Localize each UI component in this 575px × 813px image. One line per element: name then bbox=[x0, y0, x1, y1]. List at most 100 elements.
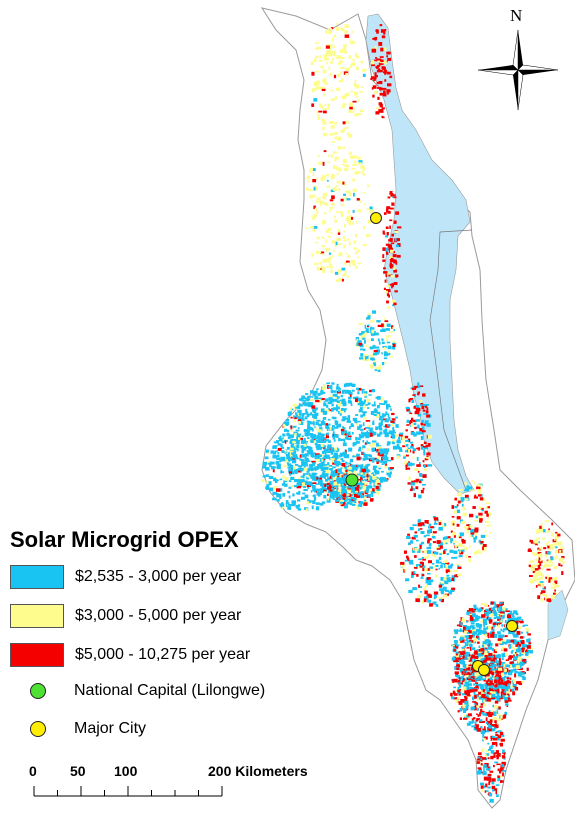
opex-cell bbox=[288, 486, 292, 489]
opex-cell bbox=[327, 30, 332, 34]
opex-cell bbox=[287, 411, 292, 416]
opex-cell bbox=[272, 445, 278, 448]
opex-cell bbox=[353, 192, 355, 197]
opex-cell bbox=[555, 534, 558, 537]
opex-cell bbox=[355, 251, 358, 255]
opex-cell bbox=[280, 438, 283, 442]
opex-cell bbox=[489, 722, 492, 727]
opex-cell bbox=[339, 168, 341, 172]
opex-cell bbox=[502, 693, 507, 696]
opex-cell bbox=[307, 426, 311, 430]
opex-cell bbox=[464, 696, 467, 698]
opex-cell bbox=[348, 55, 352, 59]
opex-cell bbox=[272, 491, 277, 495]
opex-cell bbox=[460, 660, 466, 665]
opex-cell bbox=[316, 250, 320, 254]
opex-cell bbox=[409, 526, 414, 531]
opex-cell bbox=[349, 458, 354, 463]
opex-cell bbox=[295, 412, 299, 415]
opex-cell bbox=[332, 497, 335, 501]
opex-cell bbox=[458, 542, 463, 547]
opex-cell bbox=[346, 495, 349, 498]
opex-cell bbox=[295, 414, 299, 418]
opex-cell bbox=[319, 462, 322, 467]
opex-cell bbox=[358, 342, 363, 346]
opex-cell bbox=[355, 66, 359, 71]
opex-cell bbox=[485, 662, 489, 666]
opex-cell bbox=[306, 470, 310, 473]
opex-cell bbox=[338, 423, 341, 428]
opex-cell bbox=[386, 55, 388, 58]
opex-cell bbox=[511, 617, 516, 621]
opex-cell bbox=[539, 562, 542, 566]
opex-cell bbox=[476, 657, 481, 660]
opex-cell bbox=[384, 279, 387, 283]
opex-cell bbox=[289, 464, 294, 468]
opex-cell bbox=[390, 242, 395, 245]
opex-cell bbox=[303, 465, 306, 469]
opex-cell bbox=[489, 798, 494, 803]
opex-cell bbox=[392, 254, 397, 258]
opex-cell bbox=[470, 672, 475, 675]
opex-cell bbox=[488, 713, 493, 718]
opex-cell bbox=[445, 564, 448, 568]
opex-cell bbox=[282, 483, 286, 486]
opex-cell bbox=[319, 393, 323, 395]
opex-cell bbox=[482, 641, 487, 645]
opex-cell bbox=[484, 687, 488, 691]
opex-cell bbox=[304, 494, 309, 499]
opex-cell bbox=[308, 446, 311, 450]
opex-cell bbox=[363, 203, 366, 205]
opex-cell bbox=[485, 721, 489, 724]
opex-cell bbox=[420, 444, 424, 447]
opex-cell bbox=[345, 494, 350, 496]
opex-cell bbox=[344, 34, 350, 38]
opex-cell bbox=[323, 494, 327, 499]
opex-cell bbox=[457, 664, 460, 668]
opex-cell bbox=[517, 654, 522, 658]
opex-cell bbox=[480, 730, 485, 735]
opex-cell bbox=[384, 465, 388, 469]
opex-cell bbox=[504, 627, 507, 631]
opex-cell bbox=[395, 211, 399, 215]
opex-cell bbox=[361, 401, 366, 404]
opex-cell bbox=[479, 543, 483, 546]
opex-cell bbox=[490, 750, 495, 754]
opex-cell bbox=[340, 66, 345, 69]
opex-cell bbox=[473, 691, 476, 695]
opex-cell bbox=[540, 593, 545, 596]
opex-cell bbox=[427, 572, 431, 575]
opex-cell bbox=[478, 768, 482, 771]
opex-cell bbox=[506, 704, 509, 707]
opex-cell bbox=[485, 609, 489, 612]
opex-cell bbox=[497, 617, 501, 621]
opex-cell bbox=[494, 725, 499, 729]
opex-cell bbox=[476, 674, 481, 677]
opex-cell bbox=[506, 694, 511, 699]
opex-cell bbox=[387, 448, 390, 452]
opex-cell bbox=[386, 352, 391, 356]
opex-cell bbox=[551, 594, 554, 597]
opex-cell bbox=[318, 458, 322, 462]
opex-cell bbox=[434, 601, 437, 604]
opex-cell bbox=[471, 653, 474, 656]
opex-cell bbox=[335, 475, 337, 479]
opex-cell bbox=[424, 556, 429, 559]
opex-cell bbox=[540, 583, 543, 587]
opex-cell bbox=[507, 671, 513, 676]
opex-cell bbox=[422, 568, 425, 572]
opex-cell bbox=[470, 619, 474, 623]
opex-cell bbox=[392, 299, 396, 304]
opex-cell bbox=[439, 582, 444, 586]
opex-cell bbox=[371, 48, 377, 53]
opex-cell bbox=[493, 713, 497, 716]
opex-cell bbox=[535, 568, 539, 571]
opex-cell bbox=[329, 133, 334, 136]
opex-cell bbox=[474, 610, 477, 612]
opex-cell bbox=[431, 535, 436, 538]
opex-cell bbox=[282, 492, 286, 497]
opex-cell bbox=[362, 412, 366, 417]
opex-cell bbox=[360, 86, 364, 88]
opex-cell bbox=[461, 619, 466, 623]
opex-cell bbox=[379, 453, 384, 457]
